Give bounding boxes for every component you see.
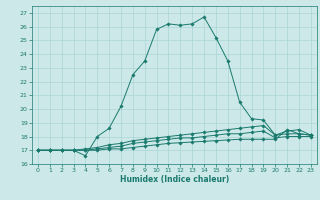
X-axis label: Humidex (Indice chaleur): Humidex (Indice chaleur) [120,175,229,184]
